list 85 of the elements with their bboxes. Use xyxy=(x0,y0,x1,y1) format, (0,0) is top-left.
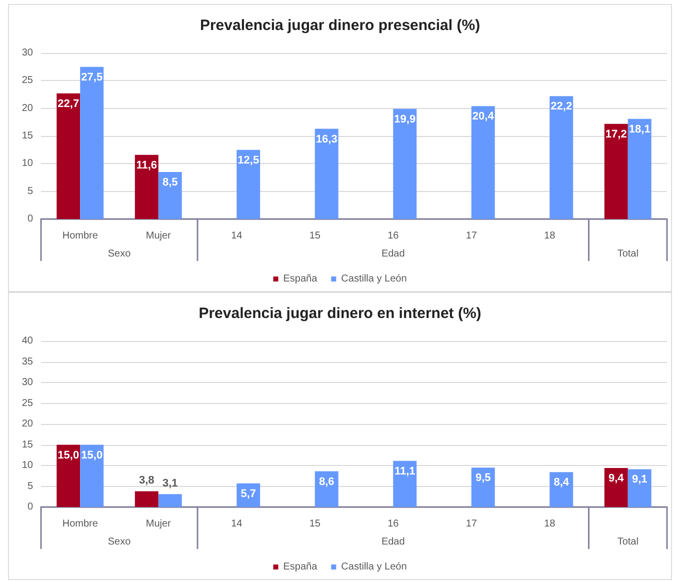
bar xyxy=(80,444,104,507)
data-label: 16,3 xyxy=(316,133,338,146)
y-tick-label: 35 xyxy=(22,356,34,368)
x-tick-label: 15 xyxy=(309,230,321,242)
bar xyxy=(80,66,104,219)
bar xyxy=(471,106,495,219)
text: Sexo xyxy=(108,248,132,260)
data-label: 8,4 xyxy=(554,476,570,489)
x-tick-label: Hombre xyxy=(62,518,98,530)
legend-label: España xyxy=(283,274,318,284)
data-label: 17,2 xyxy=(605,128,627,140)
data-label: 18,1 xyxy=(628,123,650,136)
legend-label: Castilla y León xyxy=(341,562,407,572)
data-label: 3,1 xyxy=(162,478,178,490)
data-label: 9,4 xyxy=(608,472,625,484)
chart-title: Prevalencia jugar dinero en internet (%) xyxy=(198,305,482,322)
bar xyxy=(604,124,628,219)
y-tick-label: 10 xyxy=(22,158,34,170)
legend-label: España xyxy=(283,562,318,572)
y-tick-label: 30 xyxy=(22,48,34,58)
y-tick-label: 15 xyxy=(22,130,34,142)
bar xyxy=(314,471,338,507)
bar xyxy=(236,150,260,219)
data-label: 11,1 xyxy=(394,465,416,478)
data-label: 11,6 xyxy=(136,159,158,172)
x-tick-label: 15 xyxy=(309,518,321,530)
data-label: 19,9 xyxy=(394,113,416,126)
x-tick-label: Mujer xyxy=(146,230,172,242)
data-label: 15,0 xyxy=(81,449,103,462)
x-tick-label: Mujer xyxy=(146,518,172,530)
data-label: 3,8 xyxy=(138,474,154,487)
x-tick-label: 16 xyxy=(388,230,400,242)
y-tick-label: 0 xyxy=(27,502,34,512)
text: Edad xyxy=(381,248,405,260)
bar xyxy=(628,118,652,219)
y-tick-label: 20 xyxy=(22,102,34,114)
y-tick-label: 25 xyxy=(22,75,34,86)
x-tick-label: 17 xyxy=(466,518,478,530)
data-label: 9,5 xyxy=(475,472,491,484)
legend-label: Castilla y León xyxy=(341,274,407,284)
x-tick-label: 18 xyxy=(544,518,556,530)
data-label: 12,5 xyxy=(238,154,260,166)
bar xyxy=(134,491,158,507)
data-label: 20,4 xyxy=(472,110,495,123)
data-label: 27,5 xyxy=(81,71,103,84)
x-tick-label: 14 xyxy=(231,230,243,242)
bar xyxy=(471,468,495,507)
text: Total xyxy=(617,536,638,548)
bar xyxy=(56,93,80,219)
data-label: 22,7 xyxy=(58,98,80,110)
data-label: 5,7 xyxy=(240,488,256,500)
bar xyxy=(628,469,652,507)
x-tick-label: 17 xyxy=(466,230,478,242)
bar xyxy=(134,154,158,219)
data-label: 22,2 xyxy=(550,100,572,113)
bar xyxy=(550,96,574,219)
y-tick-label: 15 xyxy=(22,439,34,450)
data-label: 9,1 xyxy=(632,474,648,486)
bar xyxy=(158,172,182,219)
bar xyxy=(604,468,628,507)
y-tick-label: 5 xyxy=(27,480,34,492)
x-tick-label: 14 xyxy=(231,518,243,530)
data-label: 8,5 xyxy=(162,176,178,188)
text: Total xyxy=(617,248,638,260)
y-tick-label: 25 xyxy=(22,398,34,409)
chart-title: Prevalencia jugar dinero presencial (%) xyxy=(200,17,480,34)
y-tick-label: 20 xyxy=(22,418,34,430)
y-tick-label: 10 xyxy=(22,460,34,471)
bar xyxy=(393,460,417,507)
bar xyxy=(158,494,182,507)
text: Edad xyxy=(381,536,405,548)
x-tick-label: Hombre xyxy=(62,230,98,242)
bar xyxy=(56,444,80,507)
y-tick-label: 30 xyxy=(22,377,34,388)
bar xyxy=(393,108,417,219)
x-tick-label: 18 xyxy=(544,230,556,242)
y-tick-label: 40 xyxy=(22,336,34,346)
data-label: 8,6 xyxy=(318,476,334,488)
y-tick-label: 5 xyxy=(27,186,34,197)
data-label: 15,0 xyxy=(58,449,80,462)
bar xyxy=(314,128,338,219)
bar xyxy=(550,472,574,507)
y-tick-label: 0 xyxy=(27,214,34,224)
x-tick-label: 16 xyxy=(388,518,400,530)
text: Sexo xyxy=(108,536,132,548)
